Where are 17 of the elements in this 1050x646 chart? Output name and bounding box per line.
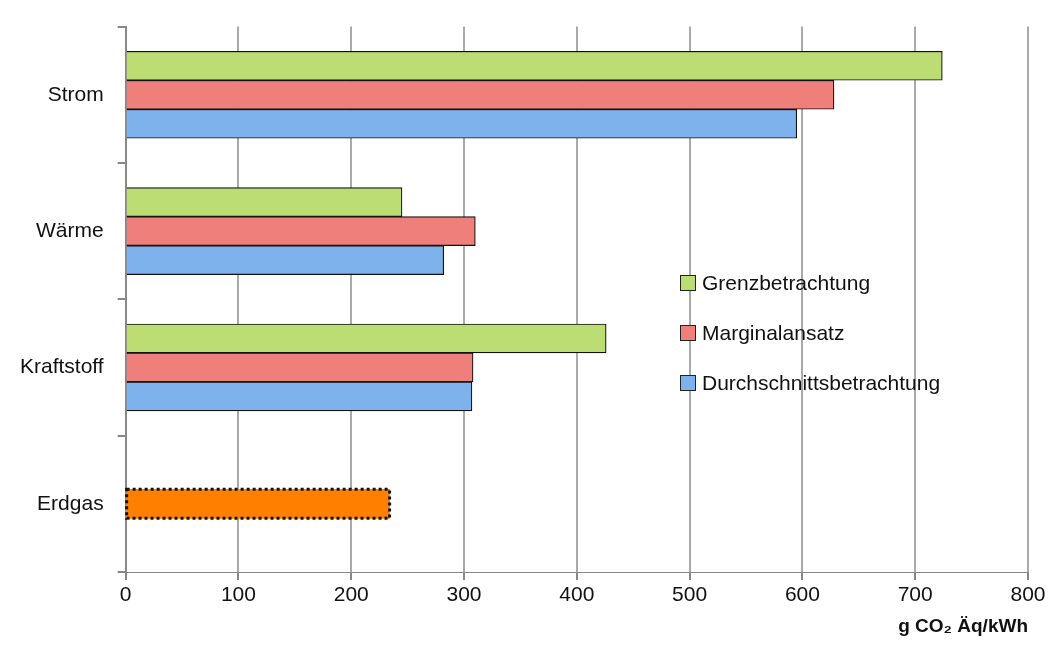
x-tick-label: 600	[784, 582, 820, 606]
legend-label: Grenzbetrachtung	[702, 271, 871, 295]
x-tick-label: 300	[446, 582, 482, 606]
legend-label: Marginalansatz	[702, 321, 845, 345]
x-tick-label: 0	[119, 582, 132, 606]
x-tick-label: 800	[1010, 582, 1046, 606]
y-tick-label: Wärme	[35, 217, 104, 241]
x-tick-label: 500	[672, 582, 708, 606]
x-tick-label: 400	[559, 582, 595, 606]
x-tick-label: 200	[333, 582, 369, 606]
x-axis-title: g CO₂ Äq/kWh	[898, 614, 1028, 636]
y-tick-label: Strom	[47, 81, 104, 105]
y-tick-label: Kraftstoff	[20, 354, 104, 378]
x-tick-label: 100	[220, 582, 256, 606]
x-tick-label: 700	[897, 582, 933, 606]
legend-label: Durchschnittsbetrachtung	[702, 371, 941, 395]
y-tick-label: Erdgas	[37, 490, 104, 514]
